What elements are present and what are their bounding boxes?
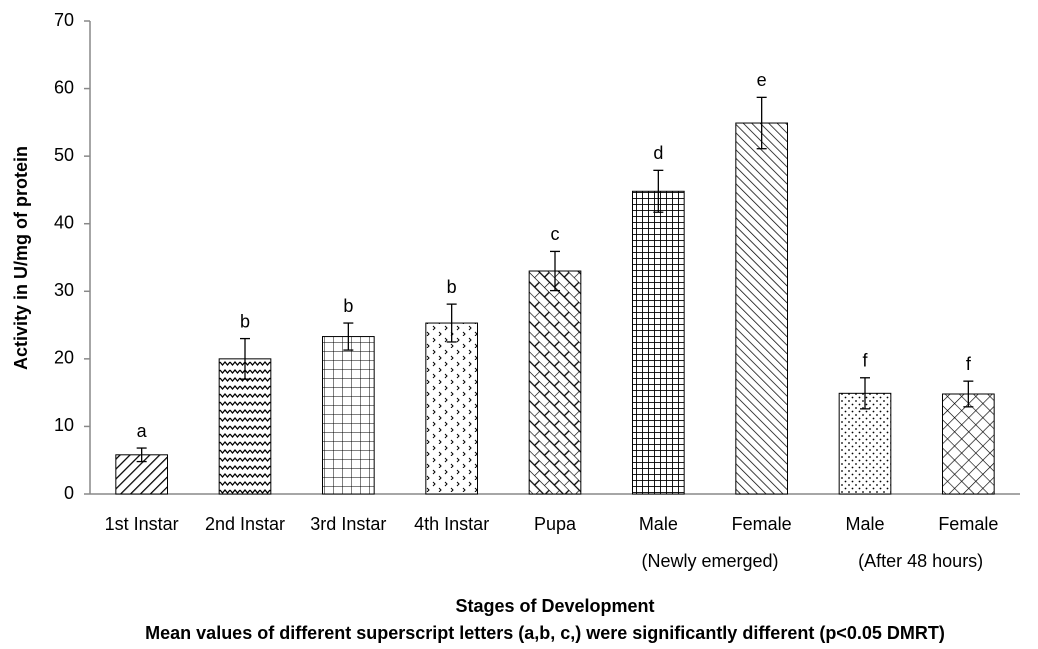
y-tick-label: 50 bbox=[54, 145, 74, 165]
y-tick-label: 0 bbox=[64, 483, 74, 503]
error-bar bbox=[756, 96, 767, 150]
y-tick-label: 70 bbox=[54, 10, 74, 30]
x-tick-label: 1st Instar bbox=[105, 514, 179, 534]
x-tick-label: 3rd Instar bbox=[310, 514, 386, 534]
y-tick-label: 20 bbox=[54, 348, 74, 368]
error-bar bbox=[240, 337, 250, 380]
bar bbox=[632, 190, 685, 495]
error-bar bbox=[963, 380, 974, 408]
bar bbox=[425, 322, 479, 495]
y-tick-label: 30 bbox=[54, 280, 74, 300]
bar bbox=[838, 392, 892, 495]
footnote: Mean values of different superscript let… bbox=[145, 623, 945, 643]
x-tick-label: 4th Instar bbox=[414, 514, 489, 534]
x-tick-label: Female bbox=[732, 514, 792, 534]
x-axis-label: Stages of Development bbox=[455, 596, 654, 616]
y-tick-label: 60 bbox=[54, 77, 74, 97]
significance-letter: f bbox=[862, 351, 868, 371]
significance-letter: f bbox=[966, 354, 972, 374]
error-bar bbox=[446, 303, 457, 343]
x-tick-label: Female bbox=[938, 514, 998, 534]
error-bar bbox=[860, 377, 870, 410]
bar bbox=[942, 393, 995, 495]
significance-letter: d bbox=[653, 143, 663, 163]
y-axis-label: Activity in U/mg of protein bbox=[11, 146, 31, 370]
bar bbox=[528, 270, 582, 495]
x-tick-label: 2nd Instar bbox=[205, 514, 285, 534]
significance-letter: b bbox=[447, 277, 457, 297]
group-label: (Newly emerged) bbox=[641, 551, 778, 571]
bar bbox=[322, 336, 375, 495]
bar bbox=[218, 358, 272, 495]
y-tick-label: 40 bbox=[54, 212, 74, 232]
y-tick-label: 10 bbox=[54, 415, 74, 435]
error-bar bbox=[343, 322, 354, 351]
x-tick-label: Pupa bbox=[534, 514, 577, 534]
significance-letter: b bbox=[240, 311, 250, 331]
x-tick-label: Male bbox=[639, 514, 678, 534]
significance-letter: e bbox=[757, 70, 767, 90]
significance-letter: a bbox=[137, 421, 148, 441]
error-bar bbox=[550, 250, 560, 292]
group-label: (After 48 hours) bbox=[858, 551, 983, 571]
error-bar bbox=[136, 447, 147, 463]
significance-letter: b bbox=[343, 296, 353, 316]
error-bar bbox=[653, 169, 664, 213]
x-tick-label: Male bbox=[845, 514, 884, 534]
significance-letter: c bbox=[551, 224, 560, 244]
bar bbox=[735, 122, 788, 495]
